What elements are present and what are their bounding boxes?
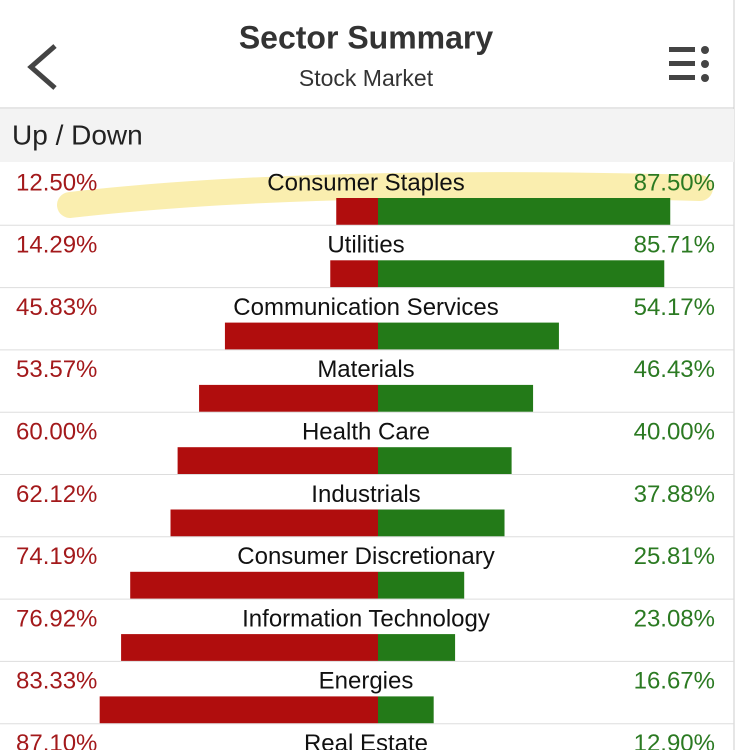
sector-name: Energies bbox=[319, 668, 414, 695]
down-bar bbox=[130, 571, 378, 599]
up-percent: 87.50% bbox=[634, 169, 715, 196]
down-bar bbox=[330, 260, 378, 288]
sector-name: Real Estate bbox=[304, 730, 428, 750]
up-percent: 23.08% bbox=[634, 605, 715, 632]
sector-name: Utilities bbox=[327, 232, 404, 259]
up-percent: 16.67% bbox=[634, 668, 715, 695]
down-percent: 45.83% bbox=[16, 294, 97, 321]
down-bar bbox=[177, 447, 378, 475]
down-bar bbox=[199, 384, 378, 412]
sector-name: Consumer Discretionary bbox=[237, 543, 494, 570]
up-percent: 40.00% bbox=[634, 419, 715, 446]
menu-dot bbox=[701, 46, 709, 54]
down-bar bbox=[224, 322, 378, 350]
up-bar bbox=[378, 322, 559, 350]
up-percent: 37.88% bbox=[634, 481, 715, 508]
menu-dot bbox=[701, 74, 709, 82]
up-percent: 12.90% bbox=[634, 730, 715, 750]
down-bar bbox=[170, 509, 378, 537]
sector-name: Consumer Staples bbox=[267, 169, 464, 196]
up-bar bbox=[378, 634, 456, 662]
down-percent: 60.00% bbox=[16, 419, 97, 446]
down-percent: 76.92% bbox=[16, 605, 97, 632]
up-bar bbox=[378, 260, 665, 288]
menu-dot bbox=[701, 60, 709, 68]
up-bar bbox=[378, 447, 512, 475]
page-subtitle: Stock Market bbox=[299, 65, 434, 91]
section-header bbox=[0, 109, 734, 162]
sector-name: Industrials bbox=[311, 481, 420, 508]
down-percent: 62.12% bbox=[16, 481, 97, 508]
up-bar bbox=[378, 384, 534, 412]
down-percent: 12.50% bbox=[16, 169, 97, 196]
up-bar bbox=[378, 571, 465, 599]
menu-line bbox=[669, 75, 695, 80]
rows: Consumer Staples 12.50% 87.50% Utilities 14.… bbox=[0, 169, 734, 750]
down-percent: 14.29% bbox=[16, 232, 97, 259]
section-title: Up / Down bbox=[12, 119, 143, 150]
up-bar bbox=[378, 696, 434, 724]
up-bar bbox=[378, 198, 671, 225]
sector-name: Information Technology bbox=[242, 605, 490, 632]
down-percent: 87.10% bbox=[16, 730, 97, 750]
sector-name: Health Care bbox=[302, 419, 430, 446]
up-percent: 54.17% bbox=[634, 294, 715, 321]
sector-name: Communication Services bbox=[233, 294, 498, 321]
up-bar bbox=[378, 509, 505, 537]
up-percent: 46.43% bbox=[634, 356, 715, 383]
down-percent: 53.57% bbox=[16, 356, 97, 383]
sector-name: Materials bbox=[317, 356, 414, 383]
up-percent: 85.71% bbox=[634, 232, 715, 259]
up-percent: 25.81% bbox=[634, 543, 715, 570]
down-bar bbox=[99, 696, 379, 724]
menu-line bbox=[669, 61, 695, 66]
highlight-stroke bbox=[57, 172, 713, 218]
page-title: Sector Summary bbox=[239, 19, 494, 55]
back-button[interactable] bbox=[27, 44, 57, 90]
down-percent: 74.19% bbox=[16, 543, 97, 570]
down-bar bbox=[336, 198, 378, 225]
menu-line bbox=[669, 47, 695, 52]
menu-button[interactable] bbox=[669, 46, 709, 82]
down-bar bbox=[121, 634, 379, 662]
down-percent: 83.33% bbox=[16, 668, 97, 695]
